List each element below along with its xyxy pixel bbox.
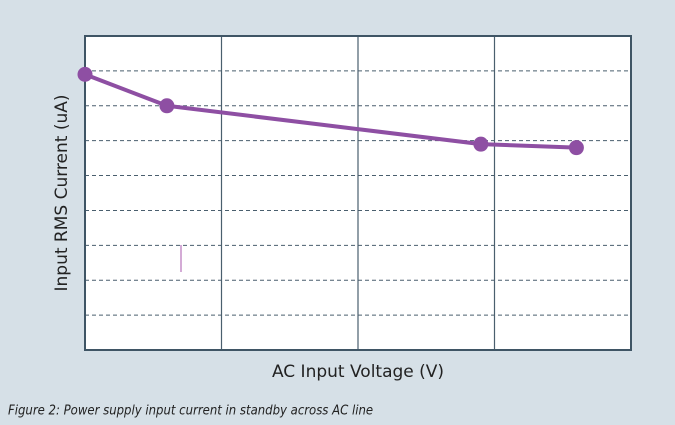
caption: Figure 2: Power supply input current in … — [8, 404, 373, 419]
data-point — [473, 136, 489, 152]
plot-border — [84, 35, 632, 351]
data-point — [77, 66, 93, 82]
y-axis-label: Input RMS Current (uA) — [52, 94, 72, 291]
x-axis-label: AC Input Voltage (V) — [272, 362, 444, 382]
series-line — [84, 72, 577, 150]
data-point — [568, 140, 584, 156]
data-point — [159, 98, 175, 114]
